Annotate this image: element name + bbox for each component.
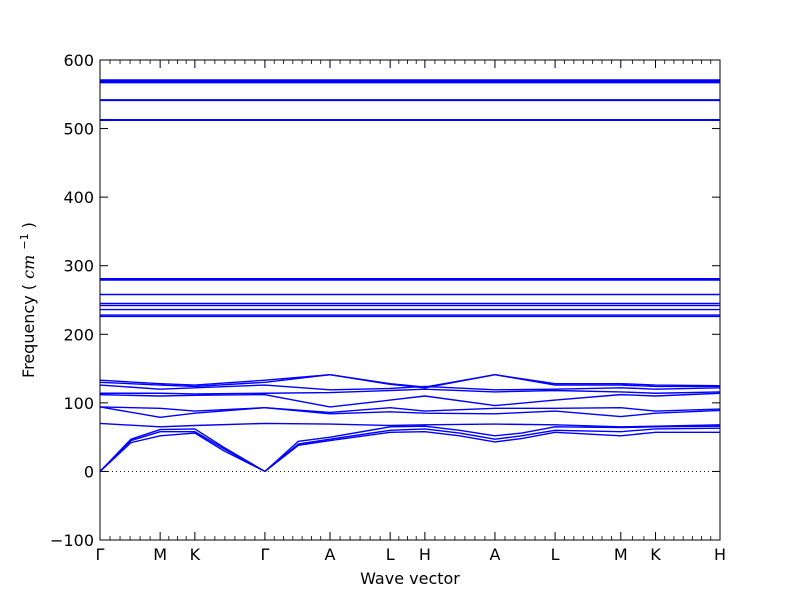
- x-tick-label: Γ: [96, 545, 105, 564]
- x-tick-label: A: [489, 545, 500, 564]
- y-tick-label: 300: [63, 257, 94, 276]
- y-tick-label: 200: [63, 325, 94, 344]
- y-tick-label: 0: [84, 462, 94, 481]
- band-line-12: [99, 384, 721, 391]
- y-tick-label: −100: [50, 531, 94, 550]
- x-tick-label: M: [614, 545, 628, 564]
- band-line-10: [99, 392, 721, 408]
- x-tick-label: K: [190, 545, 201, 564]
- x-tick-label: L: [386, 545, 395, 564]
- x-tick-label: Γ: [260, 545, 269, 564]
- y-axis-label: Frequency ( cm −1 ): [18, 222, 39, 378]
- band-line-4: [264, 430, 720, 472]
- y-tick-label: 400: [63, 188, 94, 207]
- series-layer: [99, 79, 721, 473]
- band-line-11: [100, 388, 721, 395]
- band-line-7: [99, 422, 721, 428]
- y-axis-label-close: ): [19, 222, 38, 228]
- band-line-2: [99, 430, 266, 473]
- band-line-14: [99, 374, 721, 388]
- x-tick-label: H: [419, 545, 431, 564]
- x-tick-label: A: [325, 545, 336, 564]
- band-line-9: [99, 406, 721, 414]
- x-tick-label: L: [551, 545, 560, 564]
- x-tick-label: H: [714, 545, 726, 564]
- x-tick-label: M: [153, 545, 167, 564]
- y-tick-label: 600: [63, 51, 94, 70]
- band-line-5: [264, 427, 721, 472]
- y-axis-label-main: Frequency (: [19, 284, 38, 378]
- y-axis-label-exponent: −1: [18, 233, 31, 249]
- y-tick-label: 100: [63, 394, 94, 413]
- band-line-1: [99, 432, 266, 473]
- x-axis-label: Wave vector: [360, 569, 460, 588]
- ticks-layer: −100 0 100 200 300 400 500 600 Γ M K Γ A L H A L M K H: [50, 51, 726, 564]
- y-tick-label: 500: [63, 120, 94, 139]
- band-line-3: [99, 428, 266, 473]
- x-tick-label: K: [650, 545, 661, 564]
- band-line-8: [99, 406, 721, 418]
- y-axis-label-unit: cm: [19, 255, 38, 279]
- plot-frame: [99, 59, 721, 541]
